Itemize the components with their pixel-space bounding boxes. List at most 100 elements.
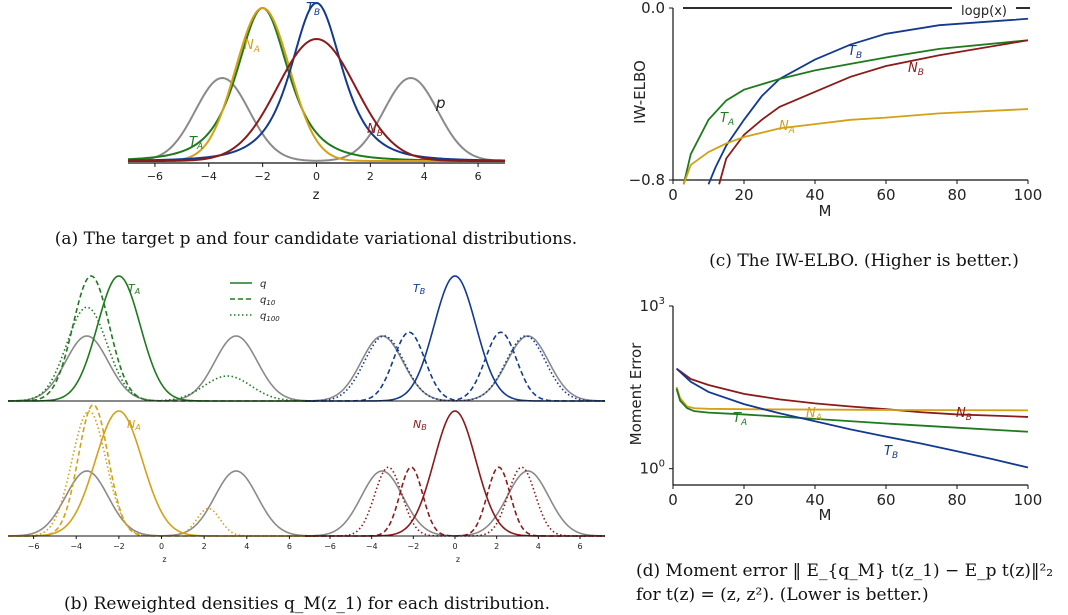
panel-b-tick-label: 4: [244, 542, 249, 551]
panel-d-label-ta: TA: [733, 411, 747, 428]
panel-b-tick-label: 2: [494, 542, 499, 551]
panel-a-tick-label: 6: [475, 170, 482, 183]
panel-a-label-ta: TA: [189, 135, 203, 152]
panel-a-tick-label: −2: [255, 170, 271, 183]
panel-c-label-ta: TA: [720, 111, 734, 128]
panel-c-plot: 0 20 40 60 80 100 −0.8 0.0: [629, 0, 1043, 204]
panel-b: −6 −4 −2 0 2 4 6z−6 −4 −2 0 2 4 6z q q10 q100 TA TB …: [7, 275, 606, 614]
panel-b-axes: −6 −4 −2 0 2 4 6 z −6 −4 −2 0 2 4 6 z: [8, 400, 605, 564]
d-plot-x-tick-label: 80: [947, 491, 966, 509]
panel-d-label-nb: NB: [956, 406, 972, 423]
panel-b-label-ta: TA: [128, 282, 140, 296]
panel-b-q10-nb: [305, 466, 605, 537]
c-plot-x-tick-label: 40: [805, 186, 824, 204]
panel-b-tick-label: 2: [202, 542, 207, 551]
panel-b-p-tb: [304, 335, 606, 402]
panel-d-x-label: M: [819, 506, 832, 524]
d-plot-x-tick-label: 100: [1014, 491, 1043, 509]
panel-b-tick-label: 0: [452, 542, 457, 551]
panel-a-label-na: NA: [244, 38, 260, 55]
d-plot-series-nb: [676, 367, 1029, 418]
panel-d-label-tb: TB: [884, 444, 898, 461]
panel-a-curve-tb: [127, 1, 506, 162]
panel-b-label-tb: TB: [413, 282, 425, 296]
caption-d-line2: for t(z) = (z, z²). (Lower is better.): [636, 585, 929, 605]
d-plot-x-tick-label: 60: [876, 491, 895, 509]
panel-a-tick-label: −6: [147, 170, 163, 183]
panel-b-label-na: NA: [127, 418, 141, 432]
c-plot-x-tick-label: 20: [734, 186, 753, 204]
panel-b-tick-label: −2: [113, 542, 125, 551]
panel-c-reference-label-bg: [952, 1, 1016, 19]
panel-a-x-ticks: −6 −4 −2 0 2 4 6: [147, 163, 482, 183]
panel-a-label-p: p: [435, 94, 446, 112]
panel-b-x-label: z: [162, 555, 166, 564]
c-plot-series-na: [682, 108, 1029, 185]
panel-c: 0 20 40 60 80 100 −0.8 0.0 IW-ELBO M TB TA NB N…: [629, 0, 1043, 271]
c-plot-x-tick-label: 80: [947, 186, 966, 204]
legend-label-q100: q100: [260, 311, 280, 323]
panel-c-label-tb: TB: [848, 44, 862, 61]
panel-d-plot: 0 20 40 60 80 100 100 103: [640, 296, 1043, 509]
legend-label-q10: q10: [260, 295, 276, 307]
panel-a-tick-label: 2: [367, 170, 374, 183]
panel-c-label-na: NA: [779, 119, 795, 136]
panel-a: −6 −4 −2 0 2 4 6 z p TA NA TB NB (a) The targe…: [55, 1, 577, 249]
c-plot-series-ta: [682, 39, 1029, 185]
panel-b-q100-nb: [305, 466, 605, 537]
d-plot-series-na: [675, 386, 1029, 412]
panel-b-label-nb: NB: [413, 418, 427, 432]
panel-a-label-nb: NB: [367, 122, 383, 139]
panel-b-p-nb: [304, 470, 606, 537]
legend-label-q: q: [260, 279, 266, 290]
caption-b: (b) Reweighted densities q_M(z_1) for ea…: [64, 594, 550, 614]
c-plot-y-tick-label: −0.8: [629, 171, 665, 189]
panel-a-tick-label: 0: [313, 170, 320, 183]
panel-a-curve-nb: [128, 37, 505, 162]
c-plot-series-tb: [707, 17, 1029, 185]
panel-c-reference-text: logp(x): [961, 4, 1007, 19]
panel-b-tick-label: −2: [407, 542, 419, 551]
panel-b-tick-label: −4: [70, 542, 82, 551]
panel-a-tick-label: −4: [201, 170, 217, 183]
panel-b-legend: q q10 q100: [230, 279, 280, 323]
panel-b-q10-tb: [305, 331, 605, 402]
d-plot-series-ta: [675, 388, 1029, 433]
panel-b-p-ta: [7, 335, 316, 402]
panel-b-tick-label: −6: [324, 542, 336, 551]
c-plot-x-tick-label: 100: [1014, 186, 1043, 204]
d-plot-series-tb: [675, 367, 1029, 469]
panel-b-q100-tb: [304, 335, 606, 402]
panel-c-y-label: IW-ELBO: [631, 60, 649, 124]
panel-a-x-label: z: [313, 188, 320, 203]
caption-c: (c) The IW-ELBO. (Higher is better.): [709, 251, 1019, 271]
d-plot-y-tick-label: 100: [640, 459, 665, 478]
panel-d-y-label: Moment Error: [627, 342, 645, 446]
panel-b-tick-label: 4: [536, 542, 541, 551]
panel-c-x-label: M: [819, 202, 832, 220]
panel-a-label-tb: TB: [306, 1, 320, 18]
panel-a-tick-label: 4: [421, 170, 428, 183]
d-plot-x-tick-label: 20: [734, 491, 753, 509]
panel-b-tick-label: −4: [366, 542, 378, 551]
panel-b-curves: [7, 275, 606, 537]
panel-b-p-na: [7, 470, 316, 537]
c-plot-y-tick-label: 0.0: [641, 0, 665, 17]
c-plot-series-nb: [718, 39, 1029, 185]
panel-a-curve-p: [127, 76, 506, 162]
panel-a-curve-na: [128, 6, 505, 162]
d-plot-y-tick-label: 103: [640, 296, 665, 315]
panel-c-label-nb: NB: [908, 61, 924, 78]
c-plot-x-tick-label: 60: [876, 186, 895, 204]
caption-a: (a) The target p and four candidate vari…: [55, 229, 577, 249]
d-plot-x-tick-label: 40: [805, 491, 824, 509]
panel-b-tick-label: 6: [577, 542, 582, 551]
panel-b-tick-label: −6: [28, 542, 40, 551]
panel-b-x-label: z: [456, 555, 460, 564]
panel-b-tick-label: 6: [287, 542, 292, 551]
d-plot-x-tick-label: 0: [668, 491, 678, 509]
panel-d-label-na: NA: [806, 406, 822, 423]
panel-c-reference-label: logp(x): [952, 1, 1016, 19]
